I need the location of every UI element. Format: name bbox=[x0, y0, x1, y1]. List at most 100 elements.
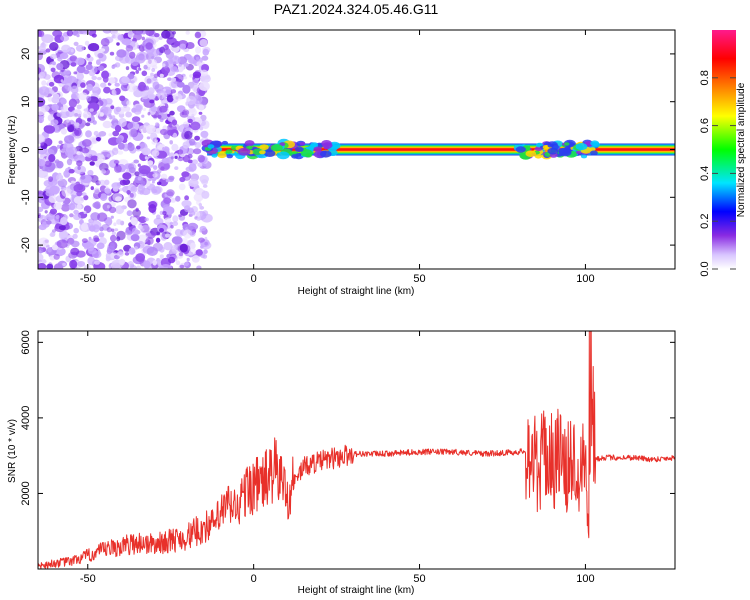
spectrogram-noise-blob bbox=[44, 210, 48, 214]
spectrogram-noise-blob bbox=[178, 214, 183, 218]
spectrogram-signal-blob bbox=[515, 146, 526, 153]
spectrogram-noise-blob bbox=[170, 156, 174, 160]
spectrogram-noise-blob bbox=[121, 76, 130, 84]
spectrogram-noise-blob bbox=[114, 228, 119, 232]
spectrogram-noise-blob bbox=[160, 173, 168, 180]
spectrogram-noise-blob bbox=[53, 253, 60, 260]
spectrogram-noise-blob bbox=[90, 155, 99, 162]
spectrogram-signal-blob bbox=[226, 154, 233, 159]
spectrogram-noise-blob bbox=[76, 33, 80, 38]
spectrogram-noise-blob bbox=[50, 119, 59, 126]
spectrogram-noise-blob bbox=[165, 30, 175, 40]
spectrogram-noise-blob bbox=[153, 165, 158, 171]
spectrogram-noise-blob bbox=[39, 215, 44, 219]
spectrogram-noise-blob bbox=[127, 121, 140, 131]
spectrogram-noise-blob bbox=[179, 43, 186, 50]
spectrogram-noise-blob bbox=[131, 107, 137, 113]
spectrogram-noise-blob bbox=[124, 229, 133, 236]
spectrogram-noise-blob bbox=[119, 258, 125, 266]
spectrogram-noise-blob bbox=[60, 106, 64, 111]
spectrogram-noise-blob bbox=[81, 192, 87, 197]
spectrogram-noise-blob bbox=[148, 204, 157, 213]
spectrogram-noise-blob bbox=[162, 204, 170, 211]
spectrogram-noise-blob bbox=[172, 132, 178, 138]
spectrogram-noise-blob bbox=[186, 257, 190, 262]
spectrogram-noise-blob bbox=[159, 254, 164, 259]
spectrogram-noise-blob bbox=[167, 77, 172, 81]
spectrogram-noise-blob bbox=[71, 93, 77, 99]
spectrogram-noise-blob bbox=[151, 49, 160, 57]
spectrogram-noise-blob bbox=[135, 104, 142, 111]
spectrogram-noise-blob bbox=[184, 195, 190, 201]
spectrogram-noise-blob bbox=[185, 42, 195, 49]
snr-y-tick-label: 2000 bbox=[20, 481, 32, 505]
spectrogram-noise-blob bbox=[100, 169, 107, 174]
spectrogram-noise-blob bbox=[138, 165, 151, 175]
spectrogram-noise-blob bbox=[52, 93, 60, 99]
spectrogram-noise-blob bbox=[145, 42, 153, 50]
spectrogram-noise-blob bbox=[47, 247, 52, 253]
spectrogram-noise-blob bbox=[138, 125, 149, 134]
spectrogram-noise-blob bbox=[49, 42, 59, 51]
spectrogram-noise-blob bbox=[157, 114, 162, 119]
snr-plot-area bbox=[38, 331, 675, 569]
spectrogram-noise-blob bbox=[155, 122, 160, 127]
spectrogram-noise-blob bbox=[203, 249, 208, 254]
spectrogram-signal-blob bbox=[264, 149, 276, 157]
spectrogram-noise-blob bbox=[38, 116, 45, 123]
spectrogram-noise-blob bbox=[85, 122, 91, 127]
spectrogram-noise-blob bbox=[48, 176, 53, 183]
spectrogram-noise-blob bbox=[141, 70, 148, 77]
spectrogram-noise-blob bbox=[141, 91, 150, 100]
spectrogram-noise-blob bbox=[56, 63, 64, 71]
spectrogram-noise-blob bbox=[189, 210, 196, 216]
spectrogram-noise-blob bbox=[178, 252, 184, 257]
spectrogram-noise-blob bbox=[167, 129, 174, 136]
spectrogram-noise-blob bbox=[145, 124, 156, 134]
spectrogram-noise-blob bbox=[160, 128, 168, 136]
spectrogram-noise-blob bbox=[146, 58, 158, 68]
spectrogram-noise-blob bbox=[163, 197, 172, 204]
spectrogram-noise-blob bbox=[115, 205, 125, 215]
colorbar: 0.0 0.2 0.4 0.6 0.8 Normalized spectral ampl… bbox=[699, 30, 747, 277]
spectrogram-noise-blob bbox=[106, 205, 110, 209]
spectrogram-noise-blob bbox=[198, 237, 205, 243]
spectrogram-noise-blob bbox=[147, 160, 154, 166]
spectrogram-noise-blob bbox=[182, 141, 190, 149]
spectrogram-noise-blob bbox=[111, 65, 116, 70]
spectrogram-noise-blob bbox=[174, 166, 179, 171]
spectrogram-noise-blob bbox=[73, 41, 79, 47]
spectrogram-noise-blob bbox=[145, 236, 154, 245]
spectrogram-noise-blob bbox=[96, 59, 101, 66]
spectrogram-noise-blob bbox=[104, 98, 113, 105]
spectrogram-noise-blob bbox=[126, 210, 133, 217]
spectrogram-signal-blob bbox=[259, 150, 266, 155]
spectrogram-noise-blob bbox=[126, 190, 131, 195]
spectrogram-noise-blob bbox=[114, 62, 121, 68]
spectrogram-noise-blob bbox=[38, 237, 50, 247]
spectrogram-noise-blob bbox=[85, 64, 93, 71]
spectrogram-noise-blob bbox=[170, 66, 178, 72]
colorbar-tick-label: 0.2 bbox=[699, 214, 711, 229]
colorbar-tick-label: 0.8 bbox=[699, 70, 711, 85]
spectrogram-noise-blob bbox=[133, 159, 139, 164]
snr-series-line bbox=[38, 331, 675, 569]
spectrogram-noise-blob bbox=[52, 30, 63, 38]
spectrogram-noise-blob bbox=[60, 34, 70, 42]
spectrogram-noise-blob bbox=[175, 73, 184, 83]
spectrogram-noise-blob bbox=[193, 148, 202, 155]
spectrogram-noise-blob bbox=[179, 264, 185, 269]
spectrogram-noise-blob bbox=[147, 112, 151, 116]
spectrogram-noise-blob bbox=[124, 252, 130, 256]
spectrogram-noise-blob bbox=[127, 73, 135, 80]
spectrogram-noise-blob bbox=[196, 265, 202, 269]
spectrogram-noise-blob bbox=[159, 246, 165, 253]
spectrogram-x-ticks: -50 0 50 100 bbox=[80, 30, 595, 285]
spectrogram-noise-blob bbox=[143, 64, 148, 70]
spectrogram-noise-blob bbox=[135, 265, 141, 269]
spectrogram-noise-blob bbox=[169, 140, 173, 145]
spectrogram-noise-blob bbox=[73, 71, 78, 75]
spectrogram-noise-blob bbox=[172, 93, 183, 102]
spectrogram-noise-blob bbox=[100, 48, 106, 52]
spectrogram-signal-blob bbox=[547, 143, 554, 148]
